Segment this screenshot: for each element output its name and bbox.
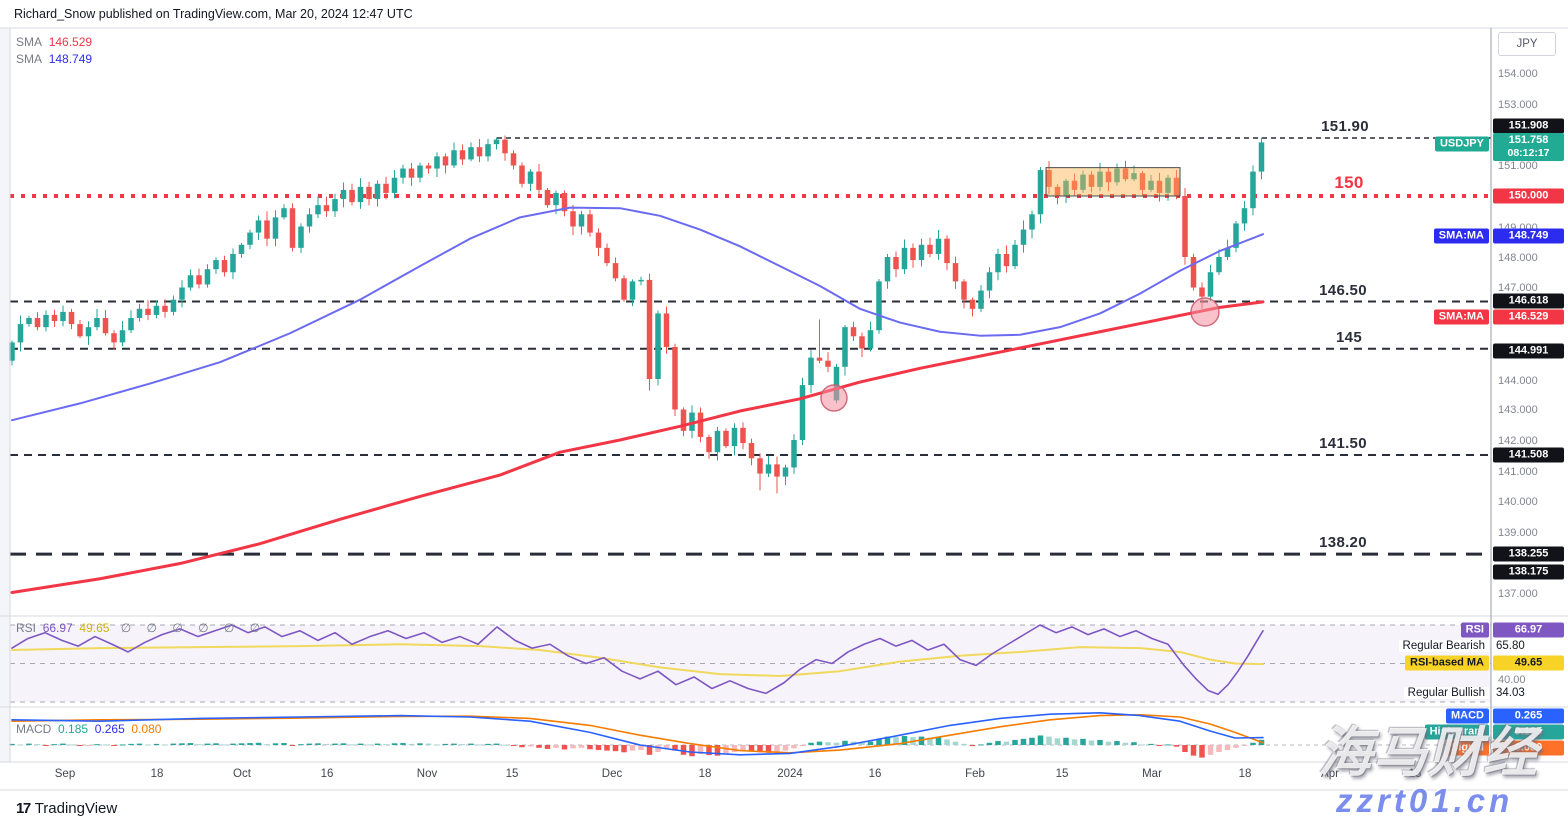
rsi-value-badge: 49.65: [1493, 655, 1564, 671]
time-tick: 18: [1238, 768, 1252, 780]
time-tick: Feb: [965, 768, 985, 780]
time-tick: 15: [1408, 768, 1422, 780]
price-value-badge: 138.255: [1493, 546, 1564, 562]
price-tick: 139.000: [1498, 527, 1538, 539]
price-value-badge: 138.175: [1493, 564, 1564, 580]
price-tick: 143.000: [1498, 404, 1538, 416]
tradingview-logo-text: TradingView: [34, 800, 118, 817]
time-tick: Sep: [54, 768, 76, 780]
level-label-146.50: 146.50: [1319, 281, 1367, 299]
rsi-ma-value: 49.65: [79, 621, 110, 635]
macd-signal-value: 0.080: [131, 722, 162, 736]
price-value-badge: 146.618: [1493, 293, 1564, 309]
price-tick: 144.000: [1498, 375, 1538, 387]
plot-name-badge: SMA:MA: [1433, 228, 1489, 244]
sma-fast-value: 148.749: [48, 52, 93, 66]
macd-value-badge: 0.265: [1493, 708, 1564, 724]
macd-line-value: 0.265: [94, 722, 125, 736]
level-label-138.20: 138.20: [1319, 534, 1367, 552]
price-tick: 148.000: [1498, 252, 1538, 264]
macd-value-badge: 0.080: [1493, 740, 1564, 756]
price-tick: 151.000: [1498, 160, 1538, 172]
rsi-label: RSI: [16, 621, 37, 635]
macd-name-badge: Signal: [1445, 740, 1489, 756]
divergence-label: Regular Bearish: [1398, 640, 1489, 652]
time-tick: 15: [505, 768, 519, 780]
price-tick: 137.000: [1498, 588, 1538, 600]
tradingview-logo-icon: 17: [16, 800, 31, 817]
price-tick: 141.000: [1498, 466, 1538, 478]
divergence-value: 34.03: [1496, 687, 1525, 699]
time-tick: 16: [868, 768, 882, 780]
macd-name-badge: Histogram: [1424, 724, 1489, 740]
rsi-name-badge: RSI-based MA: [1405, 655, 1489, 671]
time-tick: Nov: [416, 768, 438, 780]
time-tick: Oct: [233, 768, 251, 780]
tradingview-logo[interactable]: 17 TradingView: [16, 800, 117, 817]
macd-name-badge: MACD: [1446, 708, 1489, 724]
sma-slow-label: SMA: [16, 35, 43, 49]
level-label-150: 150: [1334, 173, 1364, 192]
rsi-value: 66.97: [42, 621, 73, 635]
price-tick: 154.000: [1498, 68, 1538, 80]
sma-slow-legend[interactable]: SMA 146.529: [16, 35, 92, 49]
price-value-badge: 150.000: [1493, 188, 1564, 204]
rsi-value-badge: 66.97: [1493, 622, 1564, 638]
price-tick: 147.000: [1498, 282, 1538, 294]
rsi-empty-plots: ∅ ∅ ∅ ∅ ∅ ∅: [120, 621, 267, 635]
level-label-141.50: 141.50: [1319, 434, 1367, 452]
time-tick: 15: [1055, 768, 1069, 780]
price-value-badge: 148.749: [1493, 228, 1564, 244]
time-tick: Mar: [1142, 768, 1162, 780]
price-tick: 140.000: [1498, 496, 1538, 508]
time-tick: 2024: [777, 768, 803, 780]
time-tick: Apr: [1321, 768, 1339, 780]
published-header: Richard_Snow published on TradingView.co…: [14, 7, 413, 21]
macd-hist-value: 0.185: [58, 722, 89, 736]
sma-fast-legend[interactable]: SMA 148.749: [16, 52, 92, 66]
price-value-badge: 146.529: [1493, 309, 1564, 325]
rsi-tick: 40.00: [1498, 674, 1526, 686]
plot-name-badge: SMA:MA: [1433, 309, 1489, 325]
rsi-legend[interactable]: RSI 66.97 49.65 ∅ ∅ ∅ ∅ ∅ ∅: [16, 621, 266, 635]
macd-legend[interactable]: MACD 0.185 0.265 0.080: [16, 722, 161, 736]
time-tick: 16: [320, 768, 334, 780]
level-label-151.90: 151.90: [1321, 118, 1369, 136]
price-tick: 142.000: [1498, 435, 1538, 447]
countdown-timer: 08:12:17: [1507, 147, 1550, 159]
candlesticks: [9, 135, 1265, 494]
divergence-value: 65.80: [1496, 640, 1525, 652]
time-tick: 18: [150, 768, 164, 780]
price-value-badge: 144.991: [1493, 343, 1564, 359]
price-value-badge: 151.908: [1493, 118, 1564, 134]
macd-label: MACD: [16, 722, 52, 736]
time-tick: Dec: [601, 768, 623, 780]
currency-unit-button[interactable]: JPY: [1498, 32, 1556, 56]
level-label-145: 145: [1336, 328, 1362, 346]
sma-slow-value: 146.529: [48, 35, 93, 49]
sma-fast-label: SMA: [16, 52, 43, 66]
plot-name-badge: USDJPY: [1434, 136, 1489, 152]
macd-value-badge: 0.185: [1493, 724, 1564, 740]
divergence-label: Regular Bullish: [1403, 687, 1489, 699]
price-tick: 153.000: [1498, 99, 1538, 111]
rsi-name-badge: RSI: [1460, 622, 1489, 638]
price-value-badge: 151.758 08:12:17: [1493, 133, 1564, 161]
time-tick: 18: [698, 768, 712, 780]
price-value-badge: 141.508: [1493, 447, 1564, 463]
